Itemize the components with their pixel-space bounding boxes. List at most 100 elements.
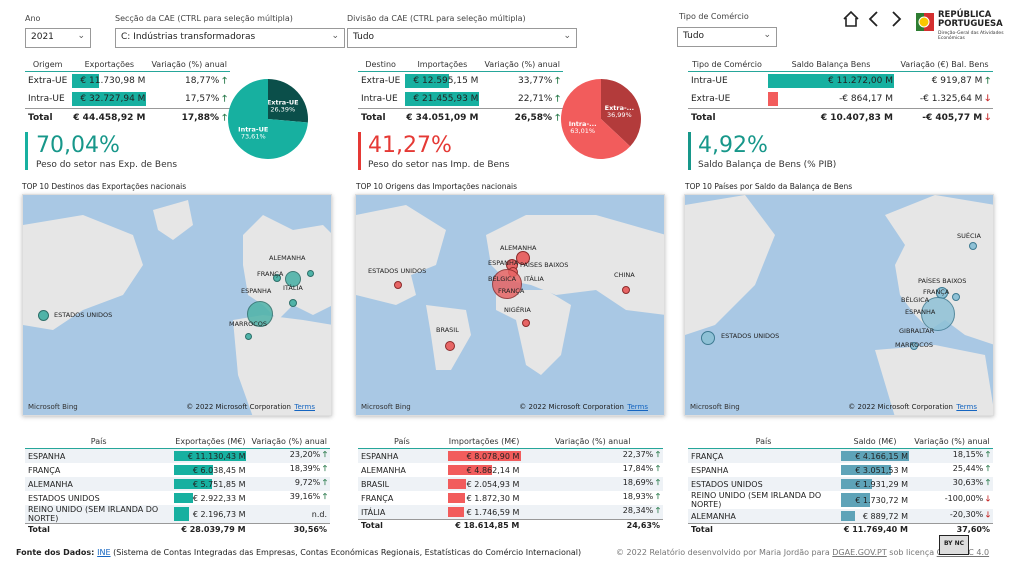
arrow-up-icon: 🡑 [555, 113, 560, 123]
map-bubble[interactable] [701, 331, 715, 345]
kpi-accent-bar [358, 132, 361, 170]
table-row[interactable]: Intra-UE € 32.727,94 M 17,57% 🡑 [25, 90, 230, 109]
pie-slice[interactable] [561, 79, 631, 159]
map-bubble[interactable] [921, 297, 955, 331]
map-bubble[interactable] [516, 251, 530, 265]
map-bubble[interactable] [492, 269, 522, 299]
map-bubble[interactable] [522, 319, 530, 327]
table-row[interactable]: ESTADOS UNIDOS € 2.922,33 M 39,16% 🡑 [25, 491, 330, 505]
table-row[interactable]: FRANÇA € 1.872,30 M 18,93% 🡑 [358, 491, 663, 505]
pie-pct: 63,01% [570, 127, 595, 135]
table-row[interactable]: ALEMANHA € 5.751,85 M 9,72% 🡑 [25, 477, 330, 491]
map-bubble[interactable] [38, 310, 49, 321]
map-land-shape [685, 195, 993, 415]
arrow-up-icon: 🡑 [322, 492, 327, 501]
bal-map[interactable]: SUÉCIA PAÍSES BAIXOS FRANÇA BÉLGICA ESPA… [684, 194, 994, 416]
total-value: € 28.039,79 M [172, 523, 249, 535]
row-var: 22,71% 🡑 [518, 94, 560, 104]
table-row[interactable]: ESPANHA € 8.078,90 M 22,37% 🡑 [358, 448, 663, 463]
country-var: 18,69% 🡑 [522, 477, 663, 491]
bal-country-table: País Saldo (M€) Variação (%) anual FRANÇA … [688, 435, 993, 535]
map-bubble[interactable] [910, 342, 918, 350]
arrow-down-icon: 🡓 [985, 510, 990, 519]
table-row[interactable]: Extra-UE € 11.730,98 M 18,77% 🡑 [25, 72, 230, 91]
total-name: Total [358, 108, 404, 127]
table-row[interactable]: REINO UNIDO (SEM IRLANDA DO NORTE) € 2.1… [25, 505, 330, 524]
country-name: ESPANHA [358, 448, 446, 463]
map-bubble[interactable] [245, 333, 252, 340]
logo-line3: Direção-Geral das Atividades [938, 31, 1004, 36]
row-name: Intra-UE [361, 94, 398, 104]
arrow-up-icon: 🡑 [222, 76, 227, 86]
map-label: FRANÇA [257, 270, 284, 278]
exp-map[interactable]: ALEMANHA FRANÇA ESPANHA ITÁLIA MARROCOS … [22, 194, 332, 416]
seccao-dropdown[interactable]: C: Indústrias transformadoras ⌄ [115, 28, 345, 48]
map-bubble[interactable] [622, 286, 630, 294]
table-row[interactable]: ITÁLIA € 1.746,59 M 28,34% 🡑 [358, 505, 663, 520]
col-saldo: Saldo Balança Bens [766, 58, 897, 72]
map-copyright: © 2022 Microsoft Corporation [848, 403, 953, 411]
map-bubble[interactable] [273, 274, 281, 282]
pie-slice[interactable] [268, 79, 308, 123]
table-row[interactable]: ESTADOS UNIDOS € 1.931,29 M 30,63% 🡑 [688, 477, 993, 491]
back-arrow-icon[interactable] [867, 10, 881, 28]
table-row[interactable]: Intra-UE € 11.272,00 M € 919,87 M 🡑 [688, 72, 993, 91]
ano-dropdown[interactable]: 2021 ⌄ [25, 28, 91, 48]
country-value: € 5.751,85 M [172, 477, 249, 491]
map-bubble[interactable] [307, 270, 314, 277]
bal-summary-table: Tipo de Comércio Saldo Balança Bens Variaç… [688, 58, 993, 127]
bal-kpi-label: Saldo Balança de Bens (% PIB) [698, 160, 837, 170]
pie-slice[interactable] [601, 79, 641, 147]
tipo-dropdown[interactable]: Tudo ⌄ [677, 27, 777, 47]
imp-map[interactable]: ALEMANHA ESPANHA PAÍSES BAIXOS ITÁLIA BÉ… [355, 194, 665, 416]
country-name: ALEMANHA [688, 509, 839, 524]
table-row[interactable]: FRANÇA € 6.038,45 M 18,39% 🡑 [25, 463, 330, 477]
table-row[interactable]: Intra-UE € 21.455,93 M 22,71% 🡑 [358, 90, 563, 109]
map-bubble[interactable] [247, 301, 273, 327]
table-row[interactable]: Extra-UE € 12.595,15 M 33,77% 🡑 [358, 72, 563, 91]
pie-slice[interactable] [228, 79, 308, 159]
table-row[interactable]: ALEMANHA € 4.862,14 M 17,84% 🡑 [358, 463, 663, 477]
forward-arrow-icon[interactable] [889, 10, 903, 28]
map-terms-link[interactable]: Terms [956, 403, 977, 411]
dgae-link[interactable]: DGAE.GOV.PT [832, 548, 887, 557]
home-icon[interactable] [842, 10, 860, 28]
map-bubble[interactable] [394, 281, 402, 289]
map-terms-link[interactable]: Terms [627, 403, 648, 411]
country-name: ESTADOS UNIDOS [688, 477, 839, 491]
table-row[interactable]: ALEMANHA € 889,72 M -20,30% 🡓 [688, 509, 993, 524]
divisao-dropdown[interactable]: Tudo ⌄ [347, 28, 577, 48]
country-name: ALEMANHA [361, 465, 406, 475]
tipo-value: Tudo [683, 31, 705, 41]
map-bubble[interactable] [289, 299, 297, 307]
total-row: Total € 11.769,40 M 37,60% [688, 523, 993, 535]
ine-link[interactable]: INE [97, 548, 111, 557]
row-var: 18,77% 🡑 [185, 76, 227, 86]
table-row[interactable]: ESPANHA € 11.130,43 M 23,20% 🡑 [25, 448, 330, 463]
map-bubble[interactable] [952, 293, 960, 301]
country-var: 18,15% 🡑 [910, 448, 993, 463]
credit-prefix: © 2022 Relatório desenvolvido por Maria … [616, 548, 833, 557]
country-var: 17,84% 🡑 [622, 464, 660, 473]
imp-summary-table: Destino Importações Variação (%) anual Ext… [358, 58, 563, 127]
map-bubble[interactable] [445, 341, 455, 351]
map-terms-link[interactable]: Terms [294, 403, 315, 411]
map-label: CHINA [614, 271, 635, 279]
table-row[interactable]: BRASIL € 2.054,93 M 18,69% 🡑 [358, 477, 663, 491]
exp-kpi: 70,04% [36, 133, 120, 158]
seccao-label: Secção da CAE (CTRL para seleção múltipl… [115, 14, 293, 23]
country-var: 22,37% 🡑 [522, 448, 663, 463]
table-row[interactable]: ESPANHA € 3.051,53 M 25,44% 🡑 [688, 463, 993, 477]
map-bubble[interactable] [969, 242, 977, 250]
table-row[interactable]: FRANÇA € 4.166,15 M 18,15% 🡑 [688, 448, 993, 463]
arrow-up-icon: 🡑 [655, 478, 660, 487]
table-row[interactable]: Extra-UE -€ 864,17 M -€ 1.325,64 M 🡓 [688, 90, 993, 109]
arrow-up-icon: 🡑 [985, 464, 990, 473]
imp-pie-chart[interactable]: Extra-...36,99% Intra-...63,01% [560, 78, 642, 160]
exp-kpi-label: Peso do setor nas Exp. de Bens [36, 160, 178, 170]
cc-license-badge[interactable]: BY NC [939, 535, 969, 555]
table-row[interactable]: REINO UNIDO (SEM IRLANDA DO NORTE) € 1.7… [688, 491, 993, 509]
total-name: Total [688, 108, 767, 127]
map-bubble[interactable] [285, 271, 301, 287]
